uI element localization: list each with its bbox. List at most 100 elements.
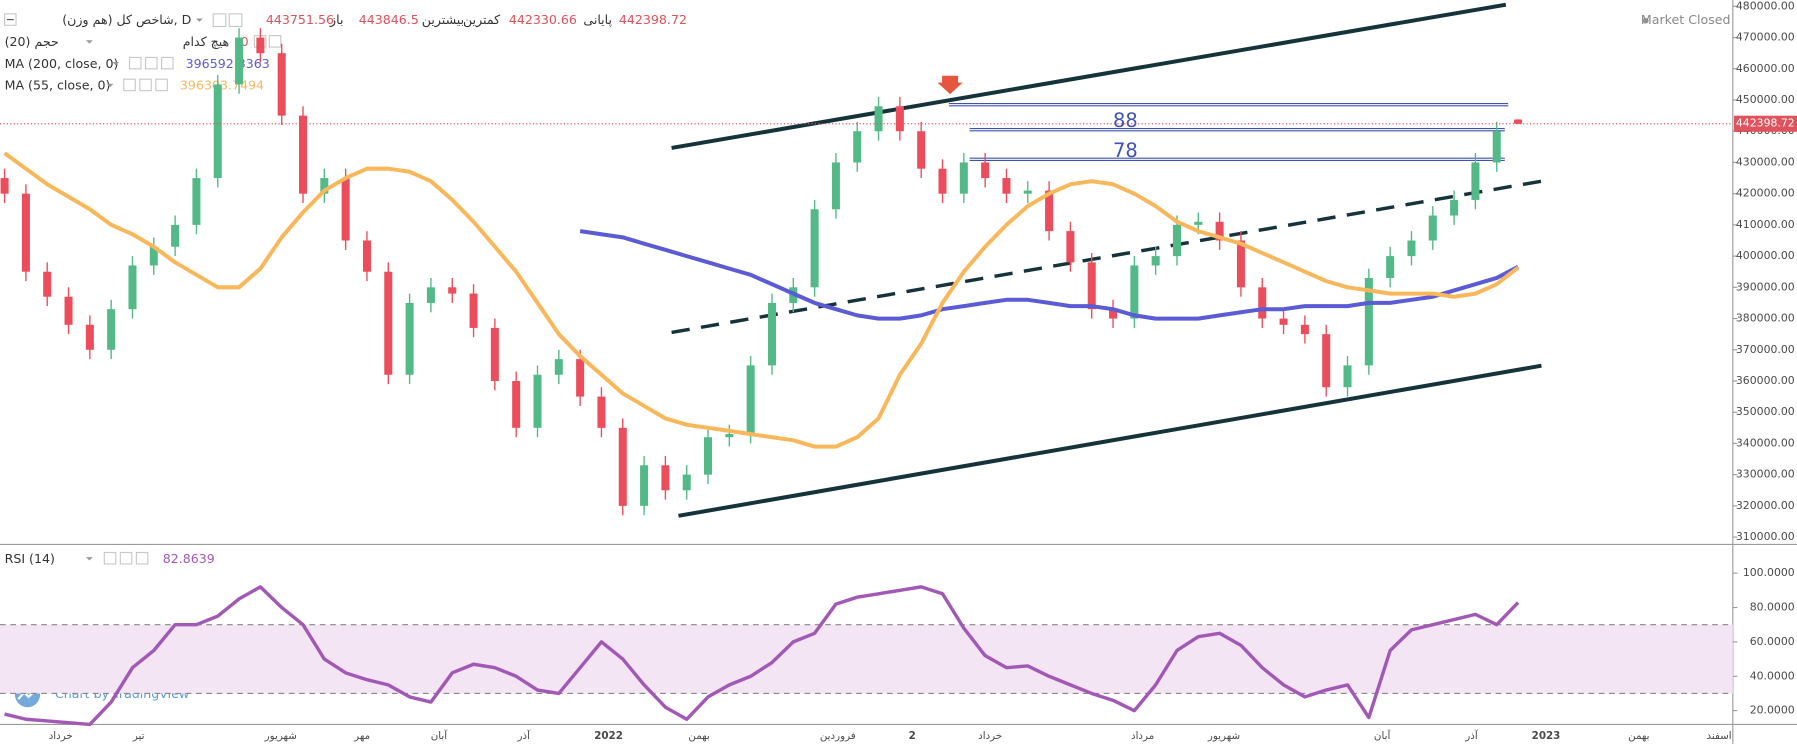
level-label: 78 [1113,139,1138,162]
candle-body [917,131,926,169]
candle-body [874,106,883,132]
settings-icon[interactable] [123,78,136,92]
candle-body [1386,256,1395,278]
candle-body [746,365,755,435]
candle-body [618,427,627,506]
x-tick-label: تیر [132,730,145,742]
candle-body [959,162,968,194]
candle-body [1471,162,1480,200]
candle-body [1300,324,1309,335]
candle-body [810,209,819,288]
candle-body [362,240,371,272]
settings-icon[interactable] [228,13,243,28]
candle-body [1194,221,1203,225]
x-tick-label: 2023 [1532,730,1561,742]
arrow-marker [937,75,963,95]
high-value: 443846.5 [359,12,419,27]
y-tick-label: 320000.00 [1736,499,1795,512]
candle-body [1151,256,1160,266]
candle-body [576,359,585,397]
low-value: 442330.66 [509,12,577,27]
y-tick-label: 480000.00 [1736,0,1795,12]
settings-icon[interactable] [103,551,117,565]
x-tick-label: بهمن [1628,730,1649,742]
candle-body [1002,178,1011,194]
candle-body [21,193,30,272]
volume-status: هیچ کدام [183,34,229,50]
x-tick-label: 2022 [594,730,623,742]
candle-body [981,162,990,179]
dropdown[interactable] [195,18,203,22]
candle-body [490,327,499,381]
dropdown[interactable] [85,557,93,561]
dropdown[interactable] [106,83,114,88]
candle-body [554,359,563,375]
open-label: باز [329,12,343,28]
low-label: کمترین [463,12,500,28]
candle-body [213,84,222,179]
candle-body [1215,221,1224,241]
close-label: پایانی [583,12,612,27]
high-label: بیشترین [422,12,464,28]
candle-body [277,53,286,116]
channel-lower [678,363,1542,518]
candle-body [320,178,329,194]
settings-icon[interactable] [212,13,227,28]
candle-body [1066,231,1075,263]
ma55-value: 396303.7494 [180,78,264,93]
y-tick-label: 340000.00 [1736,436,1795,449]
candle-body [1109,309,1118,319]
candle-body [235,37,244,85]
candle-body [1279,318,1288,325]
y-tick-label: 370000.00 [1736,343,1795,356]
y-tick-label: 350000.00 [1736,405,1795,418]
settings-icon[interactable] [139,78,152,92]
candle-body [1087,262,1096,310]
settings-icon[interactable] [128,56,142,70]
candle-body [767,302,776,366]
candle-body [682,474,691,491]
candle-body [1130,265,1139,319]
dropdown[interactable] [112,61,120,66]
symbol-title: شاخص کل (هم وزن), D [62,12,191,28]
settings-icon[interactable] [135,551,149,565]
candle-body [85,324,94,350]
y-tick-label: 80.0000 [1750,601,1795,614]
candle-body [405,302,414,375]
y-tick-label: 460000.00 [1736,62,1795,75]
candle-body [384,271,393,375]
candle-body [1258,287,1267,319]
x-tick-label: آبان [431,729,449,742]
candle-body [512,380,521,428]
y-tick-label: 20.0000 [1750,704,1795,717]
x-tick-label: خرداد [978,730,1002,742]
candle-body [1450,199,1459,216]
candle-body [426,287,435,303]
ma200-name: MA (200, close, 0) [5,56,119,71]
rsi-name: RSI (14) [5,551,55,566]
dropdown[interactable] [85,40,93,44]
candle-body [661,465,670,491]
y-tick-label: 470000.00 [1736,31,1795,44]
candle-body [1428,215,1437,241]
settings-icon[interactable] [119,551,133,565]
x-tick-label: آذر [1464,729,1479,742]
rsi-value: 82.8639 [163,551,215,566]
y-tick-label: 380000.00 [1736,312,1795,325]
candle-body [640,465,649,506]
y-tick-label: 400000.00 [1736,249,1795,262]
candle-body [107,309,116,350]
settings-icon[interactable] [268,35,282,48]
rsi-line [4,585,1520,727]
settings-icon[interactable] [161,56,174,70]
collapse-button[interactable] [4,13,17,26]
candle-body [1343,365,1352,388]
candle-body [853,131,862,163]
settings-icon[interactable] [144,56,158,70]
settings-icon[interactable] [155,78,168,92]
volume-value: 0 [241,34,249,49]
x-tick-label: شهریور [264,730,297,742]
candle-body [469,293,478,328]
candle-body [1236,240,1245,288]
